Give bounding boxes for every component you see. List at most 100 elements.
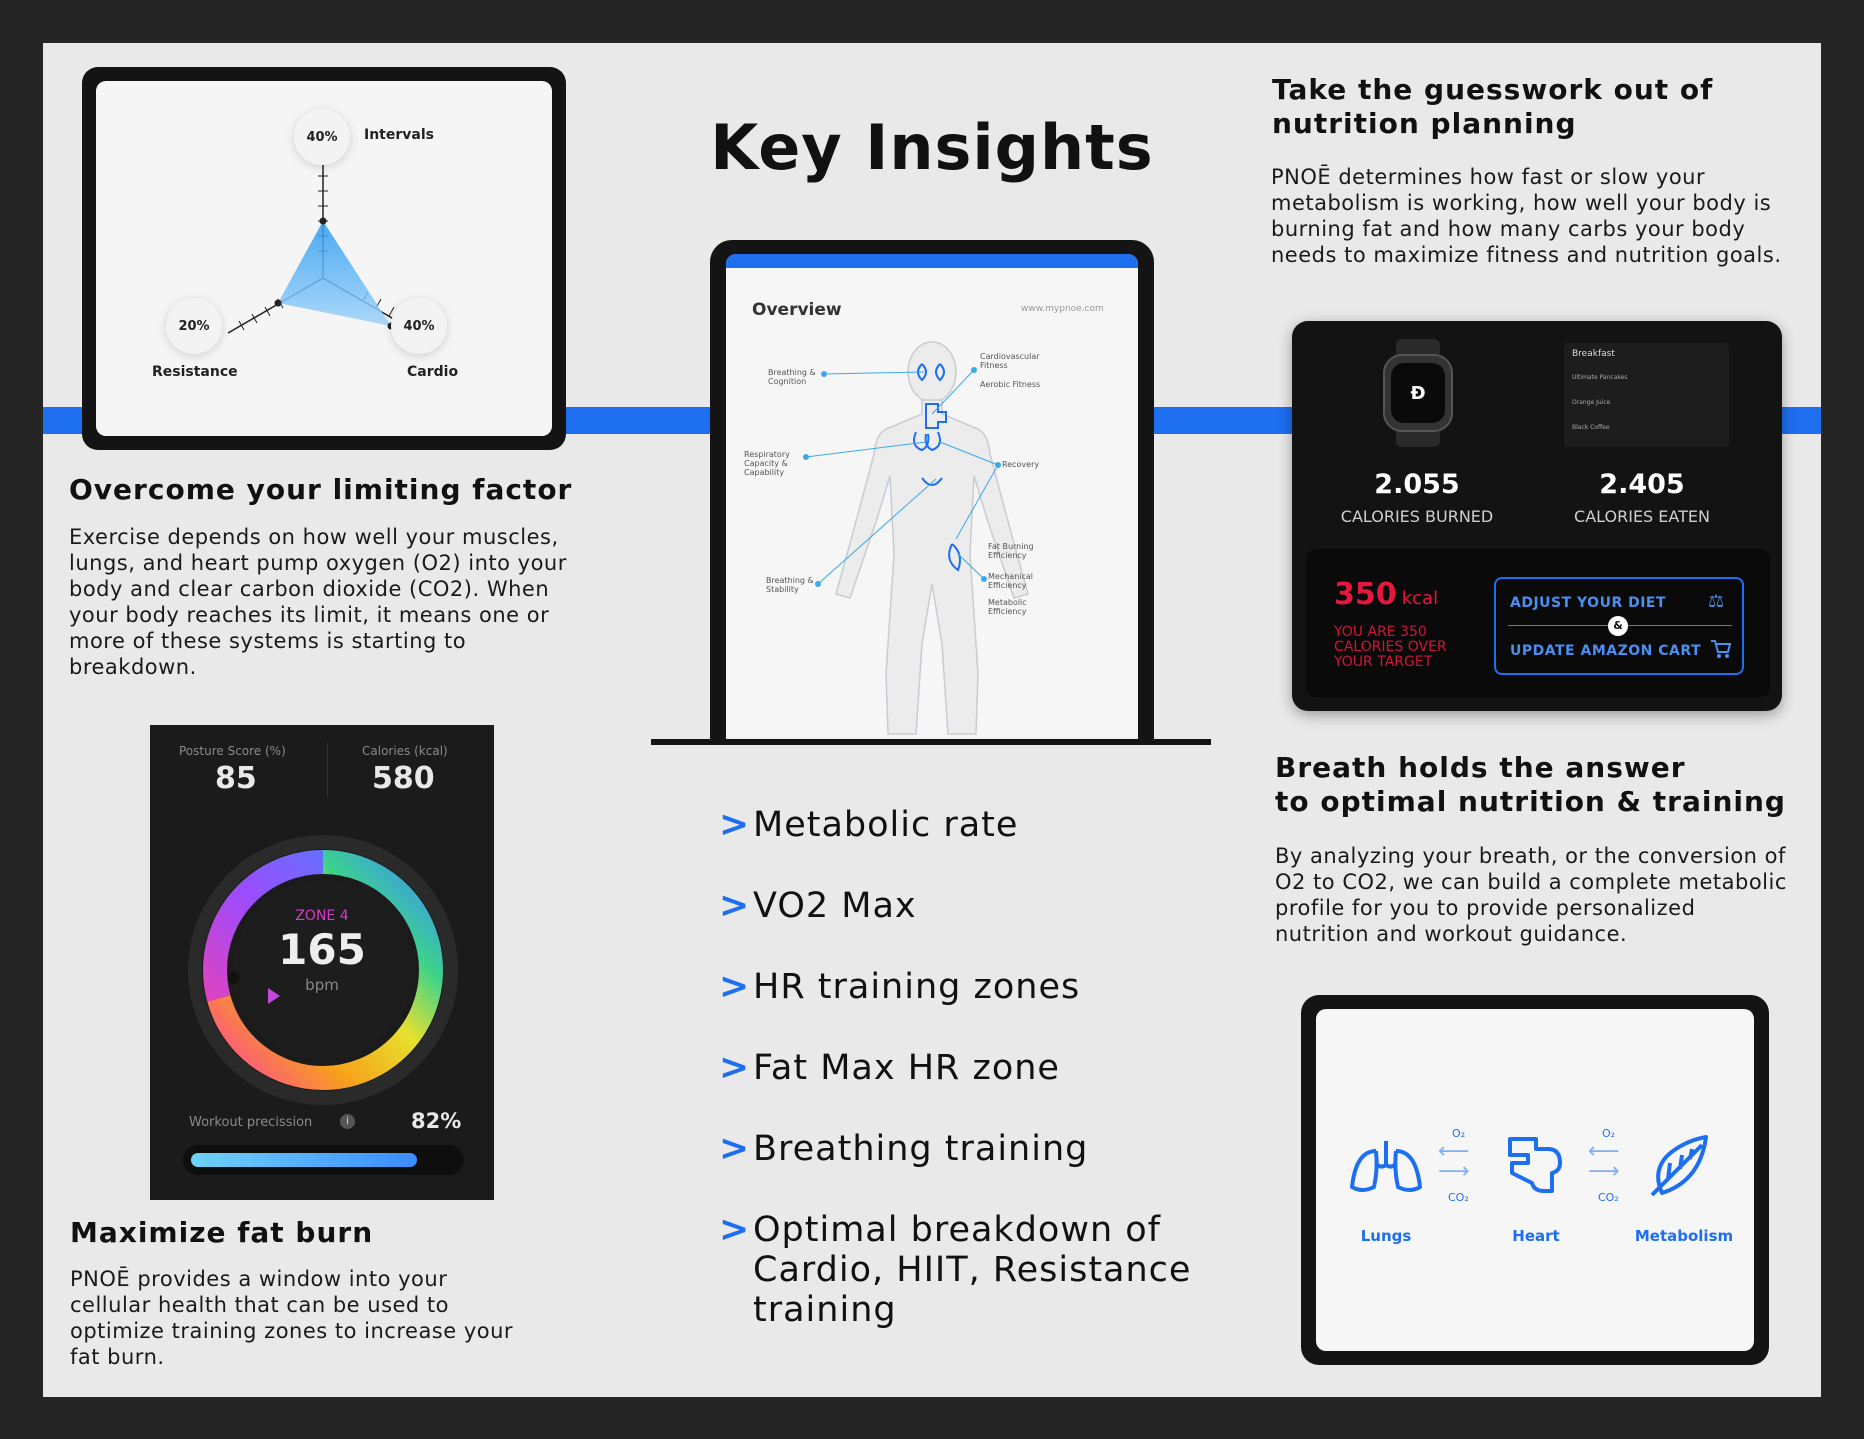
meal-item-juice: Orange Juice xyxy=(1572,399,1611,406)
radar-top-label: Intervals xyxy=(364,127,434,143)
smartwatch-icon: Ð xyxy=(1383,339,1453,447)
adjust-diet-button[interactable]: ADJUST YOUR DIET xyxy=(1510,595,1667,611)
chevron-right-icon: > xyxy=(719,966,750,1007)
metabolism-icon xyxy=(1650,1135,1708,1197)
co2-label-left: CO₂ xyxy=(1448,1191,1469,1204)
insight-item-5: > Breathing training xyxy=(719,1128,1089,1170)
scale-icon[interactable]: ⚖ xyxy=(1708,591,1725,612)
insight-item-4: > Fat Max HR zone xyxy=(719,1047,1060,1089)
over-target-panel: 350 kcal YOU ARE 350 CALORIES OVER YOUR … xyxy=(1306,549,1770,697)
radar-tablet: 40% Intervals 20% Resistance 40% Cardio xyxy=(82,67,566,450)
radar-left-value: 20% xyxy=(166,298,222,354)
metabolism-label: Metabolism xyxy=(1634,1227,1734,1245)
overview-label-mechanical: Mechanical Efficiency xyxy=(988,572,1034,590)
insight-text: VO2 Max xyxy=(753,886,917,926)
insight-text: Optimal breakdown of Cardio, HIIT, Resis… xyxy=(753,1210,1192,1330)
card-divider xyxy=(327,743,328,797)
overview-url: www.mypnoe.com xyxy=(1021,304,1104,314)
precision-bar-track xyxy=(183,1145,464,1175)
overview-label-recovery: Recovery xyxy=(1002,460,1040,469)
overview-screen: Overview www.mypnoe.com xyxy=(726,254,1138,745)
overview-label-respiratory: Respiratory Capacity & Capability xyxy=(744,450,790,477)
cart-icon[interactable] xyxy=(1710,639,1732,659)
precision-value: 82% xyxy=(411,1109,462,1133)
breath-title-line1: Breath holds the answer xyxy=(1275,751,1686,784)
nutrition-card: Ð Breakfast Ultimate Pancakes Orange Jui… xyxy=(1292,321,1782,711)
posture-label: Posture Score (%) xyxy=(179,744,286,758)
overview-topbar xyxy=(726,254,1138,268)
lungs-icon xyxy=(1350,1141,1422,1192)
heart-rate-card: Posture Score (%) 85 Calories (kcal) 580 xyxy=(150,725,494,1200)
breath-title-line2: to optimal nutrition & training xyxy=(1275,785,1786,818)
overview-label-fat-burning: Fat Burning Efficiency xyxy=(988,542,1034,560)
precision-bar-fill xyxy=(191,1153,417,1167)
overview-title: Overview xyxy=(752,300,842,320)
insight-item-3: > HR training zones xyxy=(719,966,1080,1008)
zone-label: ZONE 4 xyxy=(295,908,349,924)
calories-burned-value: 2.055 xyxy=(1374,469,1460,500)
chevron-right-icon: > xyxy=(719,1128,750,1169)
calories-value: 580 xyxy=(372,761,435,796)
chevron-right-icon: > xyxy=(719,1047,750,1088)
over-value: 350 xyxy=(1334,577,1397,612)
chevron-right-icon: > xyxy=(719,1209,750,1250)
posture-value: 85 xyxy=(215,761,257,796)
page: Key Insights xyxy=(43,43,1821,1397)
insight-text: Fat Max HR zone xyxy=(753,1048,1060,1088)
heart-label: Heart xyxy=(1512,1227,1560,1245)
overview-label-metabolic: Metabolic Efficiency xyxy=(988,598,1027,616)
radar-screen: 40% Intervals 20% Resistance 40% Cardio xyxy=(96,81,552,436)
over-value-row: 350 kcal xyxy=(1334,577,1438,612)
meal-item-coffee: Black Coffee xyxy=(1572,424,1610,431)
radar-top-value: 40% xyxy=(294,109,350,165)
meal-item-pancakes: Ultimate Pancakes xyxy=(1572,374,1628,381)
insight-text: Breathing training xyxy=(753,1129,1089,1169)
action-box: ADJUST YOUR DIET ⚖ & UPDATE AMAZON CART xyxy=(1494,577,1744,675)
breath-body: By analyzing your breath, or the convers… xyxy=(1275,844,1787,946)
update-cart-button[interactable]: UPDATE AMAZON CART xyxy=(1510,643,1702,659)
overview-label-aerobic: Aerobic Fitness xyxy=(980,380,1041,389)
limiting-title: Overcome your limiting factor xyxy=(69,473,573,506)
arrow-right-icon: ⟶ xyxy=(1438,1159,1470,1184)
chevron-right-icon: > xyxy=(719,804,750,845)
insight-item-2: > VO2 Max xyxy=(719,885,917,927)
fat-title: Maximize fat burn xyxy=(70,1216,374,1249)
precision-label: Workout precission xyxy=(189,1115,313,1130)
meal-list: Breakfast Ultimate Pancakes Orange Juice… xyxy=(1564,343,1729,447)
calories-eaten-label: CALORIES EATEN xyxy=(1574,507,1710,526)
over-unit: kcal xyxy=(1401,588,1439,609)
overview-label-breathing-cognition: Breathing & Cognition xyxy=(768,368,816,386)
organs-screen: O₂ ⟵ ⟶ CO₂ O₂ ⟵ ⟶ CO₂ Lungs Heart Metabo… xyxy=(1316,1009,1754,1351)
overview-tablet: Overview www.mypnoe.com xyxy=(710,240,1154,745)
lungs-label: Lungs xyxy=(1360,1227,1412,1245)
ampersand-badge: & xyxy=(1608,616,1628,636)
zone-ring xyxy=(188,835,458,1105)
body-figure xyxy=(803,341,1029,735)
radar-right-label: Cardio xyxy=(407,364,459,380)
o2-label-left: O₂ xyxy=(1452,1127,1466,1140)
bpm-value: 165 xyxy=(278,925,366,974)
arrow-left-icon: ⟵ xyxy=(1438,1139,1470,1164)
insight-item-1: > Metabolic rate xyxy=(719,804,1019,846)
calories-burned-label: CALORIES BURNED xyxy=(1340,507,1494,526)
co2-label-right: CO₂ xyxy=(1598,1191,1619,1204)
bpm-unit: bpm xyxy=(305,976,339,994)
chevron-right-icon: > xyxy=(719,885,750,926)
limiting-body: Exercise depends on how well your muscle… xyxy=(69,525,567,679)
calories-label: Calories (kcal) xyxy=(362,744,448,758)
heart-icon xyxy=(1508,1137,1562,1193)
svg-text:Ð: Ð xyxy=(1410,383,1425,404)
page-title: Key Insights xyxy=(710,111,1154,184)
arrow-right-icon: ⟶ xyxy=(1588,1159,1620,1184)
nutrition-title: Take the guesswork out of nutrition plan… xyxy=(1272,73,1714,140)
meal-item-breakfast: Breakfast xyxy=(1572,349,1615,359)
over-text: YOU ARE 350 CALORIES OVER YOUR TARGET xyxy=(1334,624,1447,670)
insight-item-6: > Optimal breakdown of Cardio, HIIT, Res… xyxy=(719,1209,1233,1331)
radar-left-label: Resistance xyxy=(152,364,238,380)
fat-body: PNOĒ provides a window into your cellula… xyxy=(70,1267,514,1369)
info-icon[interactable]: i xyxy=(340,1114,355,1129)
organs-tablet: O₂ ⟵ ⟶ CO₂ O₂ ⟵ ⟶ CO₂ Lungs Heart Metabo… xyxy=(1301,995,1769,1365)
radar-right-value: 40% xyxy=(391,298,447,354)
overview-label-breathing-stability: Breathing & Stability xyxy=(766,576,814,594)
insight-text: Metabolic rate xyxy=(753,805,1019,845)
